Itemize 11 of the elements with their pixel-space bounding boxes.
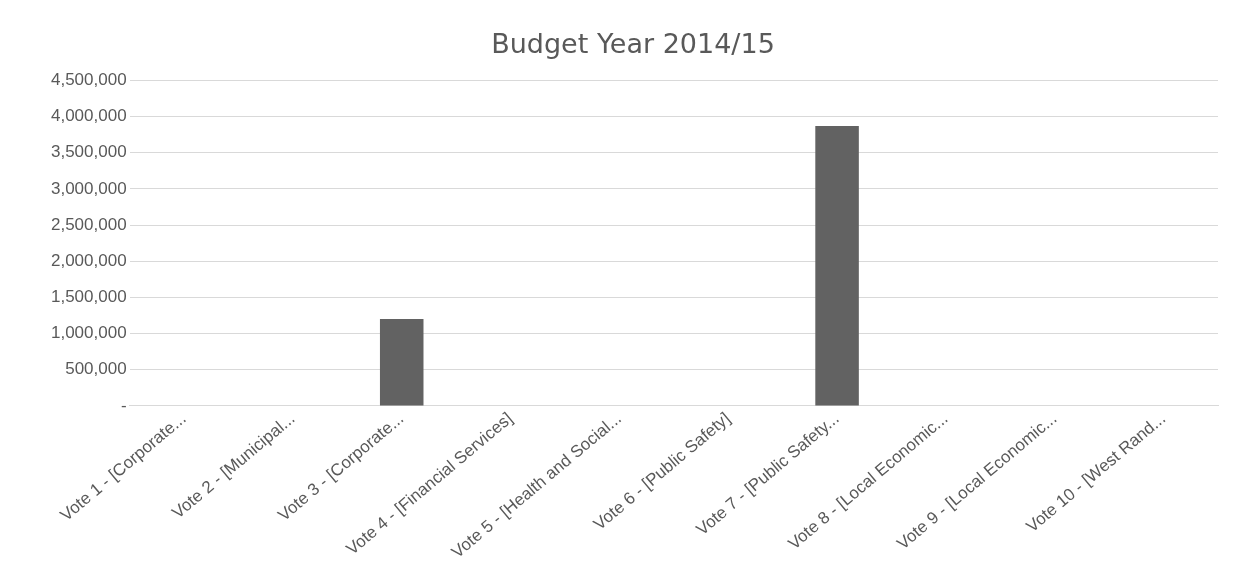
y-tick-label: 4,000,000 — [50, 106, 127, 126]
y-tick-label: - — [120, 395, 127, 415]
y-tick-label: 1,500,000 — [50, 287, 127, 307]
y-tick-label: 1,000,000 — [50, 323, 127, 343]
y-tick-label: 3,500,000 — [50, 142, 127, 162]
y-tick-label: 4,500,000 — [50, 70, 127, 90]
y-tick-label: 3,000,000 — [50, 178, 127, 198]
y-tick-label: 500,000 — [65, 359, 127, 379]
chart-title: Budget Year 2014/15 — [491, 28, 775, 60]
y-tick-label: 2,000,000 — [50, 250, 127, 270]
y-tick-label: 2,500,000 — [50, 214, 127, 234]
